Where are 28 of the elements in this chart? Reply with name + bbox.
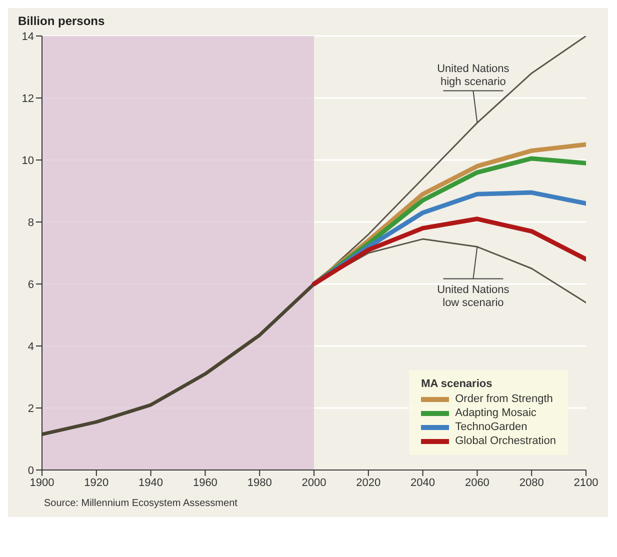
source-note: Source: Millennium Ecosystem Assessment [44,498,238,511]
x-tick-label: 1940 [138,476,164,489]
legend-label: TechnoGarden [455,421,528,433]
y-tick-label: 6 [28,278,34,291]
annotation: United Nations high scenario [437,62,510,88]
x-tick-label: 1980 [247,476,272,489]
x-tick-label: 2100 [574,476,598,489]
y-tick-label: 8 [28,216,34,229]
y-tick-label: 2 [28,402,34,415]
x-tick-label: 2040 [410,476,436,489]
y-tick-label: 0 [28,464,34,477]
legend-label: Global Orchestration [455,435,556,447]
y-tick-label: 4 [28,340,34,353]
x-tick-label: 1920 [84,476,109,489]
y-tick-label: 14 [22,30,34,43]
x-tick-label: 2080 [519,476,544,489]
x-tick-label: 2020 [356,476,381,489]
annotation: United Nations low scenario [437,284,510,309]
x-tick-label: 1900 [30,476,54,489]
x-tick-label: 2000 [302,476,326,489]
legend-label: Adapting Mosaic [455,407,536,419]
y-tick-label: 10 [22,154,34,167]
legend-title: MA scenarios [421,378,494,390]
y-axis-title: Billion persons [18,14,106,28]
x-tick-label: 1960 [192,476,218,489]
legend-label: Order from Strength [455,393,553,405]
y-tick-label: 12 [22,92,34,105]
x-tick-label: 2060 [464,476,490,489]
